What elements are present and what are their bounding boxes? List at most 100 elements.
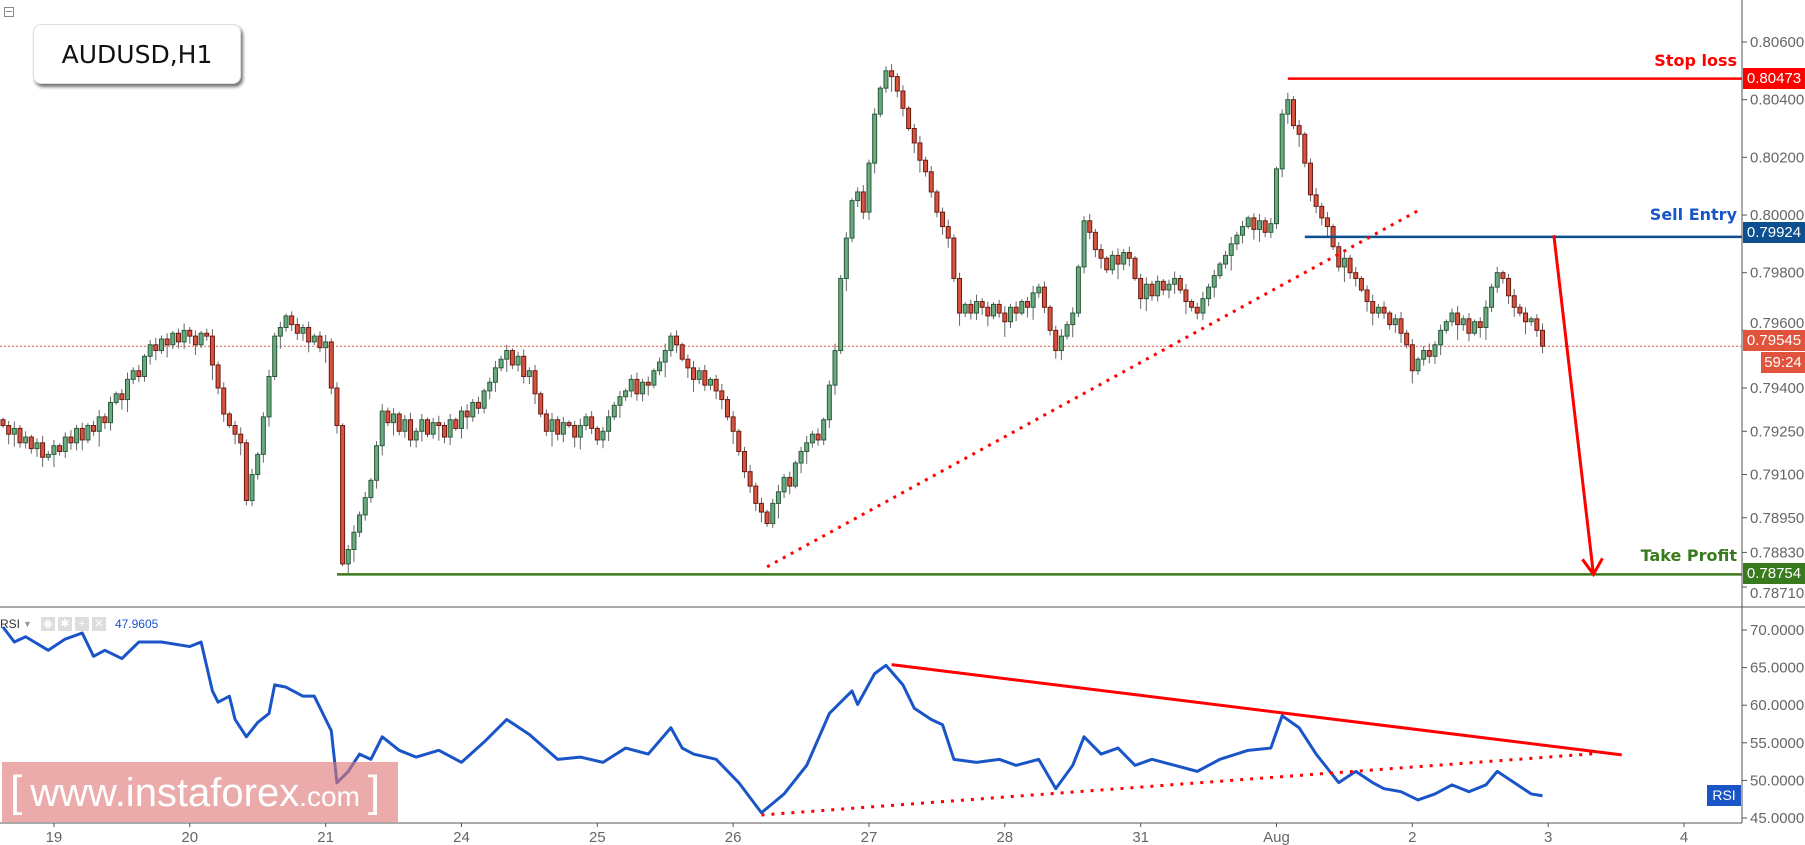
- bear-candle: [1534, 318, 1540, 331]
- bear-candle: [1041, 286, 1047, 308]
- bull-candle: [606, 416, 612, 432]
- eye-icon[interactable]: ◉: [40, 617, 55, 631]
- bull-candle: [447, 419, 453, 438]
- bear-candle: [68, 436, 74, 444]
- bull-candle: [1460, 318, 1466, 326]
- bear-candle: [1047, 306, 1053, 331]
- bull-candle: [775, 491, 781, 504]
- bull-candle: [142, 355, 147, 377]
- bear-candle: [1404, 332, 1410, 346]
- bear-candle: [294, 324, 300, 334]
- bull-candle: [1489, 286, 1495, 308]
- take-profit-label: Take Profit: [1640, 546, 1737, 565]
- bear-candle: [1138, 277, 1144, 300]
- bear-candle: [243, 442, 249, 501]
- rsi-resistance-trendline: [891, 663, 1622, 757]
- bear-candle: [957, 277, 963, 314]
- stop-loss-price-tag: 0.80473: [1743, 68, 1805, 89]
- price-tick-label: 0.78950: [1750, 510, 1804, 527]
- bear-candle: [645, 381, 651, 386]
- bull-candle: [430, 422, 436, 435]
- bull-candle: [708, 378, 713, 386]
- bear-candle: [555, 419, 561, 435]
- bear-candle: [1149, 283, 1155, 297]
- time-tick-label: 20: [181, 829, 198, 845]
- bull-candle: [657, 361, 663, 372]
- target-arrowhead-icon: [1581, 557, 1604, 578]
- bull-candle: [549, 419, 555, 432]
- bull-candle: [402, 419, 408, 432]
- bull-candle: [962, 303, 968, 314]
- sell-entry-label: Sell Entry: [1649, 205, 1737, 224]
- bull-candle: [170, 332, 176, 346]
- time-tick-label: 2: [1408, 829, 1416, 845]
- bull-candle: [374, 445, 380, 481]
- bull-candle: [1432, 344, 1438, 357]
- bull-candle: [1483, 306, 1489, 328]
- bear-candle: [1455, 312, 1461, 326]
- rsi-line: [1, 626, 1543, 815]
- bear-candle: [691, 367, 697, 380]
- bear-candle: [1381, 306, 1387, 314]
- rsi-tick-label: 70.0000: [1750, 622, 1804, 639]
- bull-candle: [1472, 321, 1478, 334]
- rsi-legend-name[interactable]: RSI: [0, 617, 21, 631]
- bull-candle: [1166, 283, 1172, 291]
- bull-candle: [668, 335, 674, 352]
- take-profit-price-tag: 0.78754: [1743, 563, 1805, 584]
- bear-candle: [1511, 295, 1517, 308]
- bull-candle: [1121, 252, 1127, 265]
- bear-candle: [860, 191, 866, 213]
- chevron-down-icon[interactable]: ▼: [23, 619, 32, 629]
- bull-candle: [1217, 263, 1223, 277]
- bull-candle: [583, 416, 589, 427]
- bear-candle: [589, 416, 595, 429]
- bull-candle: [1240, 226, 1246, 236]
- bull-candle: [1007, 306, 1013, 323]
- bull-candle: [770, 502, 776, 525]
- bear-candle: [1296, 125, 1302, 135]
- gear-icon[interactable]: ✱: [57, 617, 72, 631]
- bull-candle: [526, 370, 532, 377]
- bear-candle: [187, 329, 193, 337]
- bull-candle: [628, 378, 634, 392]
- bull-candle: [798, 450, 804, 464]
- price-tick-label: 0.80200: [1750, 149, 1804, 166]
- bull-candle: [577, 425, 583, 438]
- bear-candle: [1115, 254, 1121, 265]
- bull-candle: [1257, 220, 1263, 230]
- bear-candle: [119, 393, 125, 401]
- bear-candle: [911, 128, 917, 144]
- bull-candle: [1036, 286, 1042, 294]
- bear-candle: [464, 410, 470, 418]
- rsi-tick-label: 50.0000: [1750, 772, 1804, 789]
- bull-candle: [74, 427, 80, 444]
- bull-candle: [277, 326, 283, 337]
- bull-candle: [600, 430, 606, 441]
- bull-candle: [1211, 275, 1217, 288]
- bear-candle: [509, 350, 515, 366]
- bull-candle: [843, 237, 849, 279]
- bull-candle: [1421, 350, 1427, 360]
- bear-candle: [758, 502, 764, 513]
- bear-candle: [136, 370, 142, 377]
- bull-candle: [838, 277, 844, 352]
- bull-candle: [1341, 257, 1347, 268]
- bull-candle: [781, 476, 787, 493]
- bear-candle: [1024, 301, 1030, 308]
- bull-candle: [651, 370, 657, 386]
- bear-candle: [209, 335, 215, 366]
- bear-candle: [1307, 162, 1313, 196]
- plus-icon[interactable]: +: [74, 617, 89, 631]
- bull-candle: [849, 200, 855, 239]
- stop-loss-label: Stop loss: [1654, 51, 1737, 70]
- collapse-pane-icon[interactable]: [4, 7, 14, 17]
- bear-candle: [979, 301, 985, 308]
- bull-candle: [1030, 292, 1036, 308]
- bear-candle: [441, 425, 447, 438]
- close-icon[interactable]: ✕: [91, 617, 106, 631]
- price-tick-label: 0.79800: [1750, 265, 1804, 282]
- bear-candle: [1540, 329, 1546, 347]
- time-tick-label: 31: [1132, 829, 1149, 845]
- bull-candle: [481, 390, 487, 409]
